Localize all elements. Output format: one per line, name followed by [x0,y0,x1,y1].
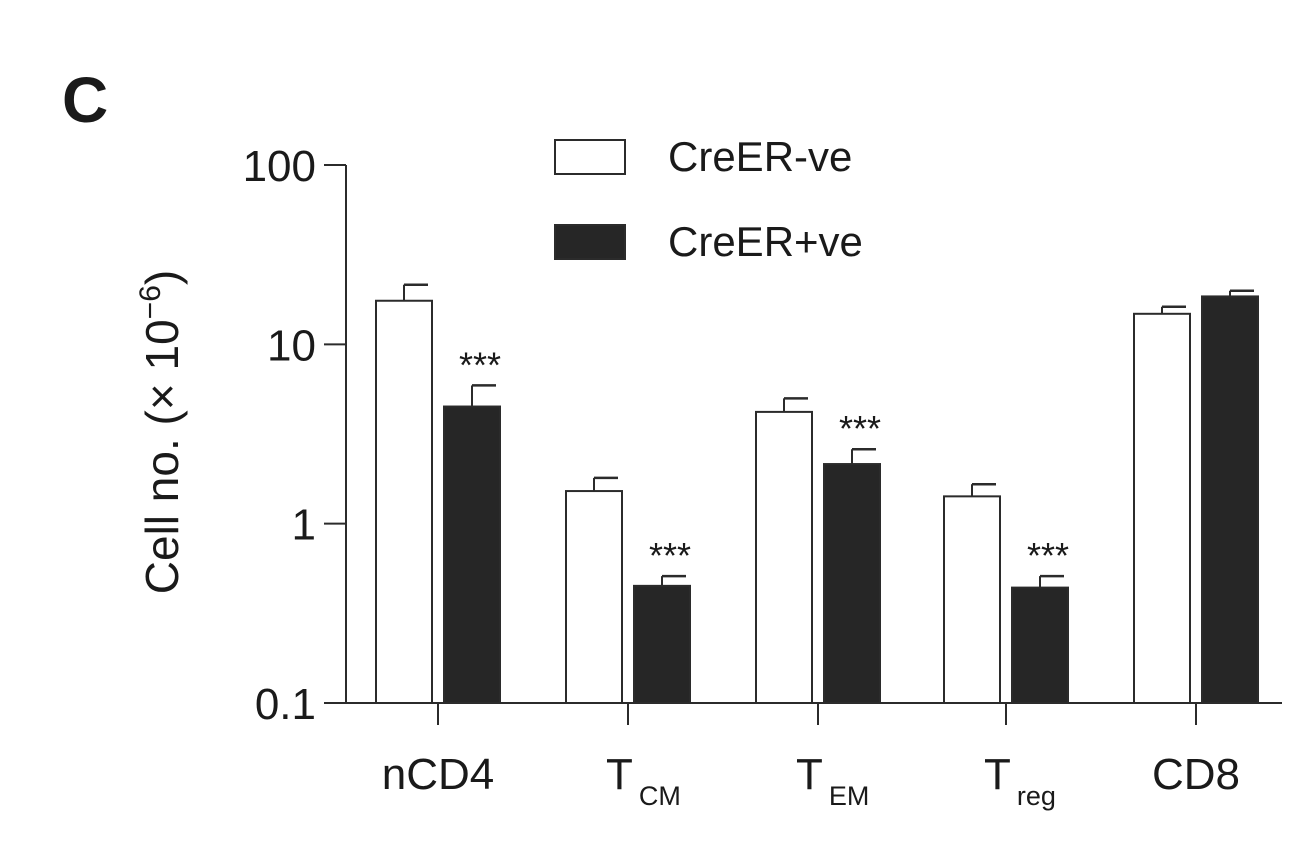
y-tick-label: 0.1 [255,680,316,729]
x-tick-label-subscript: CM [639,781,681,811]
y-axis-label-close: ) [136,270,188,285]
significance-marker: *** [839,408,881,449]
bar-creer-neg [375,299,433,704]
y-axis-label-text: Cell no. (× 10 [136,319,188,594]
x-tick-label: T CM [606,750,681,811]
panel-label: C [62,64,108,136]
bar-creer-neg [755,410,813,704]
bar-creer-pos [1201,295,1259,704]
y-axis-label: Cell no. (× 10−6) [134,270,188,594]
y-tick-label: 1 [292,501,316,550]
x-tick-label: T EM [796,750,869,811]
legend-swatch [554,139,626,175]
x-tick-label-main: T [984,750,1011,799]
legend-swatch [554,224,626,260]
legend-label: CreER-ve [668,133,852,180]
significance-marker: *** [1027,535,1069,576]
bar-creer-neg [565,490,623,705]
bar-creer-pos [1011,586,1069,704]
bars-group: *** *** *** *** [375,283,1259,705]
bar-creer-neg [943,495,1001,704]
y-tick-label: 10 [267,321,316,370]
legend: CreER-ve CreER+ve [554,133,863,265]
x-tick-label: nCD4 [382,750,495,799]
x-tick-label-subscript: EM [829,781,870,811]
bar-creer-neg [1133,312,1191,704]
x-tick-label: CD8 [1152,750,1240,799]
x-tick-label-main: nCD4 [382,750,495,799]
bar-creer-pos [633,584,691,705]
bar-creer-pos [443,405,501,704]
x-tick-label-main: T [606,750,633,799]
significance-marker: *** [649,535,691,576]
significance-marker: *** [459,344,501,385]
x-tick-label-main: T [796,750,823,799]
legend-label: CreER+ve [668,218,863,265]
x-tick-label-subscript: reg [1017,781,1056,811]
y-tick-label: 100 [243,142,316,191]
bar-creer-pos [823,463,881,705]
x-tick-label-main: CD8 [1152,750,1240,799]
y-axis-label-exponent: −6 [134,285,167,319]
y-axis: 0.1 1 10 100 [243,142,347,729]
